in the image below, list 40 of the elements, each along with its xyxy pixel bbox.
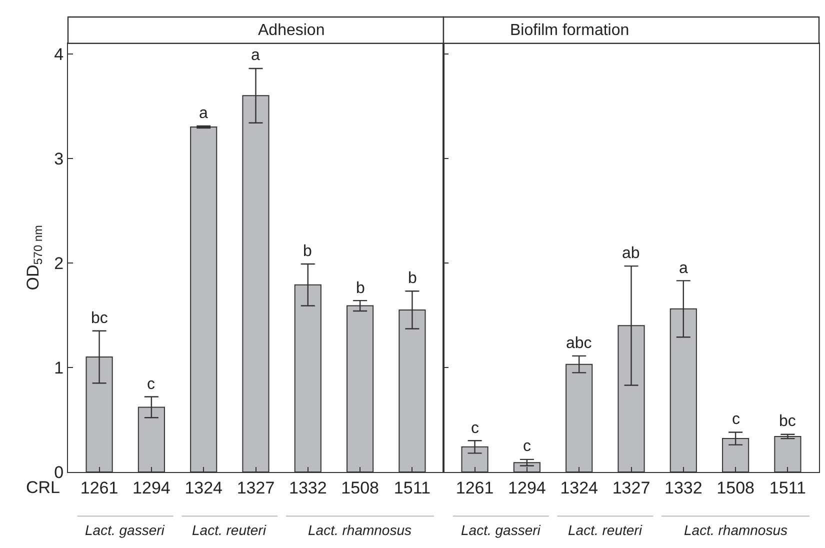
y-tick-label: 1 [54,358,64,378]
text: Lact. gasseri [85,522,166,538]
x-tick-label: 1327 [236,478,275,498]
annotation: c [732,411,740,428]
y-tick-label: 3 [54,149,64,168]
annotation: b [408,270,417,287]
y-tick-label: 4 [54,44,64,64]
x-tick-label: 1294 [132,478,170,498]
x-tick-label: 1332 [288,478,327,498]
annotation: ab [622,245,640,262]
annotation: c [471,420,479,437]
x-tick-label: 1261 [456,478,494,498]
y-tick-label: 2 [54,254,64,273]
annotation: b [303,243,312,260]
text: Lact. gasseri [461,522,542,538]
annotation: abc [566,335,592,352]
x-tick-label: 1261 [80,478,118,498]
x-tick-label: 1332 [664,478,702,498]
text: Lact. rhamnosus [684,522,788,538]
x-tick-label: 1508 [341,478,379,498]
annotation: bc [779,413,796,430]
chart-title: Biofilm formation [510,22,630,39]
annotation: a [199,105,208,122]
x-tick-label: 1294 [508,478,546,498]
chart-title: Adhesion [258,22,325,39]
x-tick-label: 1327 [612,478,650,498]
annotation: a [251,47,260,64]
annotation: c [523,438,531,455]
x-tick-label: 1508 [716,478,754,498]
x-tick-label: 1324 [184,478,223,498]
x-tick-label: 1511 [394,478,430,498]
annotation: b [356,280,365,297]
annotation: c [147,376,155,393]
text: Lact. reuteri [568,522,643,538]
text: Lact. rhamnosus [308,522,412,538]
text: Lact. reuteri [192,522,267,538]
x-tick-label: 1511 [769,478,806,498]
x-tick-label: 1324 [560,478,598,498]
annotation: a [679,260,688,277]
annotation: bc [91,310,108,327]
